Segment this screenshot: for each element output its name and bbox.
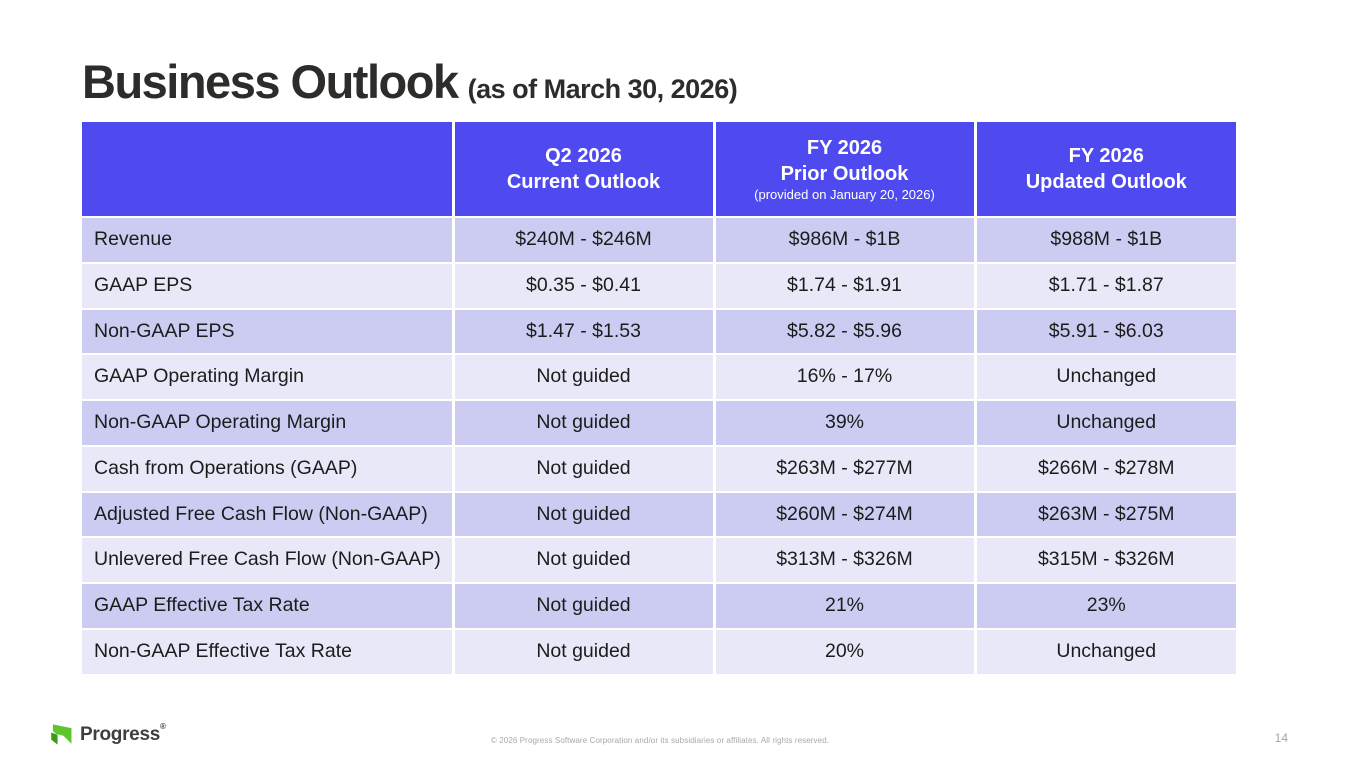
cell-updated: $988M - $1B [975,217,1236,264]
progress-logo-text: Progress [80,723,160,745]
table-row: Non-GAAP Effective Tax Rate Not guided 2… [82,629,1236,676]
progress-logo-icon [47,721,80,748]
row-label: GAAP Operating Margin [82,354,455,402]
table-row: GAAP Operating Margin Not guided 16% - 1… [82,354,1236,402]
row-label: Non-GAAP Effective Tax Rate [82,629,455,676]
cell-updated: $266M - $278M [975,445,1236,493]
header-line: Q2 2026 [545,145,622,167]
cell-updated: Unchanged [975,400,1236,447]
cell-q2: $1.47 - $1.53 [453,308,716,356]
header-q2-current: Q2 2026 Current Outlook [453,122,716,218]
cell-updated: 23% [975,583,1236,631]
registered-mark: ® [159,721,166,731]
cell-q2: Not guided [453,537,716,585]
cell-updated: Unchanged [975,629,1236,676]
progress-logo: Progress® [47,721,166,748]
header-line: FY 2026 [806,136,883,159]
page-title: Business Outlook (as of March 30, 2026) [82,55,738,108]
header-line: Current Outlook [506,171,661,193]
header-fy-prior: FY 2026 Prior Outlook (provided on Janua… [714,122,977,218]
row-label: Adjusted Free Cash Flow (Non-GAAP) [82,491,455,539]
cell-updated: Unchanged [975,354,1236,402]
cell-prior: $263M - $277M [714,445,977,493]
cell-prior: $986M - $1B [714,217,977,264]
page-number: 14 [1274,731,1288,745]
table-row: Revenue $240M - $246M $986M - $1B $988M … [82,217,1236,264]
table-row: GAAP EPS $0.35 - $0.41 $1.74 - $1.91 $1.… [82,262,1236,310]
progress-logo-wordmark: Progress® [80,721,166,746]
row-label: GAAP Effective Tax Rate [82,583,455,631]
row-label: GAAP EPS [82,262,455,310]
header-line: Prior Outlook [780,162,909,185]
table-row: Adjusted Free Cash Flow (Non-GAAP) Not g… [82,491,1236,539]
cell-prior: $5.82 - $5.96 [714,308,977,356]
cell-updated: $263M - $275M [975,491,1236,539]
cell-prior: 39% [714,400,977,447]
row-label: Cash from Operations (GAAP) [82,445,455,493]
cell-prior: $313M - $326M [714,537,977,585]
header-fy-updated: FY 2026 Updated Outlook [975,122,1236,218]
cell-q2: $240M - $246M [453,217,716,264]
page-title-suffix: (as of March 30, 2026) [467,74,738,104]
table-row: Non-GAAP Operating Margin Not guided 39%… [82,400,1236,447]
outlook-table: Q2 2026 Current Outlook FY 2026 Prior Ou… [82,122,1236,676]
row-label: Revenue [82,217,455,264]
cell-q2: Not guided [453,583,716,631]
cell-q2: Not guided [453,400,716,447]
row-label: Non-GAAP EPS [82,308,455,356]
cell-prior: 20% [714,629,977,676]
table-row: Unlevered Free Cash Flow (Non-GAAP) Not … [82,537,1236,585]
header-line: Updated Outlook [1025,171,1187,193]
cell-prior: 21% [714,583,977,631]
cell-updated: $5.91 - $6.03 [975,308,1236,356]
header-line: FY 2026 [1068,145,1144,167]
row-label: Unlevered Free Cash Flow (Non-GAAP) [82,537,455,585]
cell-q2: Not guided [453,445,716,493]
cell-q2: $0.35 - $0.41 [453,262,716,310]
footer-copyright: © 2026 Progress Software Corporation and… [490,736,830,745]
cell-prior: $1.74 - $1.91 [714,262,977,310]
table-row: Non-GAAP EPS $1.47 - $1.53 $5.82 - $5.96… [82,308,1236,356]
table-row: GAAP Effective Tax Rate Not guided 21% 2… [82,583,1236,631]
table-header-row: Q2 2026 Current Outlook FY 2026 Prior Ou… [82,122,1236,218]
cell-q2: Not guided [453,354,716,402]
table-row: Cash from Operations (GAAP) Not guided $… [82,445,1236,493]
cell-q2: Not guided [453,629,716,676]
header-note: (provided on January 20, 2026) [754,186,935,202]
cell-updated: $1.71 - $1.87 [975,262,1236,310]
cell-prior: $260M - $274M [714,491,977,539]
cell-updated: $315M - $326M [975,537,1236,585]
cell-prior: 16% - 17% [714,354,977,402]
page-title-main: Business Outlook [82,55,459,108]
row-label: Non-GAAP Operating Margin [82,400,455,447]
corner-header-cell [82,122,455,218]
cell-q2: Not guided [453,491,716,539]
